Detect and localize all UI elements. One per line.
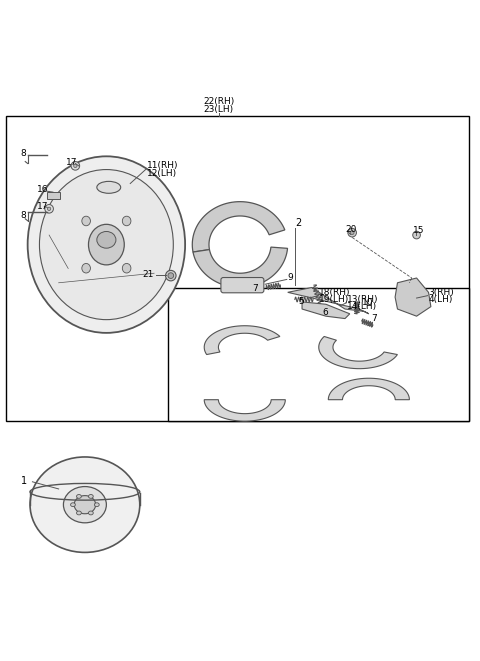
Text: 7: 7 [252, 284, 258, 293]
Ellipse shape [350, 231, 354, 235]
Ellipse shape [122, 264, 131, 273]
Text: 4(LH): 4(LH) [429, 295, 453, 303]
Ellipse shape [28, 156, 185, 333]
Text: 17: 17 [66, 158, 77, 167]
Text: 11(RH): 11(RH) [147, 161, 179, 171]
Bar [168, 288, 469, 421]
Ellipse shape [45, 204, 53, 213]
Polygon shape [319, 336, 397, 369]
Text: 22(RH): 22(RH) [203, 97, 234, 106]
Polygon shape [302, 302, 350, 319]
Polygon shape [204, 400, 285, 421]
Ellipse shape [30, 457, 140, 553]
Ellipse shape [413, 231, 420, 239]
Text: 13(RH): 13(RH) [348, 295, 379, 304]
Ellipse shape [76, 494, 81, 498]
Ellipse shape [95, 503, 99, 506]
Text: 21: 21 [142, 270, 154, 279]
Text: 5: 5 [298, 297, 304, 306]
FancyBboxPatch shape [221, 278, 264, 293]
Ellipse shape [88, 494, 93, 498]
Ellipse shape [348, 228, 357, 237]
Text: 23(LH): 23(LH) [204, 105, 234, 114]
Text: 2: 2 [295, 218, 301, 228]
Text: 10: 10 [362, 298, 373, 307]
Ellipse shape [39, 170, 173, 320]
Polygon shape [328, 378, 409, 400]
Bar [6, 116, 469, 421]
Ellipse shape [168, 273, 174, 278]
Bar [47, 192, 60, 199]
Text: 19(LH): 19(LH) [319, 295, 349, 303]
Ellipse shape [74, 164, 77, 167]
Ellipse shape [63, 486, 107, 523]
Ellipse shape [88, 511, 93, 515]
Text: 8: 8 [21, 212, 26, 221]
Text: 18(RH): 18(RH) [319, 288, 350, 297]
Polygon shape [192, 202, 285, 252]
Ellipse shape [48, 207, 51, 210]
Text: 9: 9 [288, 272, 293, 282]
Ellipse shape [88, 224, 124, 265]
Ellipse shape [71, 161, 80, 170]
Text: 3(RH): 3(RH) [429, 288, 454, 297]
Ellipse shape [74, 496, 96, 514]
Ellipse shape [122, 216, 131, 226]
Text: 8: 8 [21, 149, 26, 159]
Text: 17: 17 [37, 202, 48, 211]
Text: 12(LH): 12(LH) [147, 169, 177, 178]
Ellipse shape [76, 511, 81, 515]
Ellipse shape [97, 181, 120, 193]
Polygon shape [204, 326, 280, 354]
Ellipse shape [82, 216, 90, 226]
Polygon shape [193, 247, 288, 288]
Text: 16: 16 [37, 185, 48, 194]
Ellipse shape [166, 270, 176, 281]
Text: 1: 1 [21, 476, 26, 486]
Text: 7: 7 [371, 313, 377, 323]
Ellipse shape [82, 264, 90, 273]
Polygon shape [395, 278, 431, 316]
Text: 6: 6 [322, 308, 328, 317]
Ellipse shape [71, 503, 75, 506]
Text: 15: 15 [413, 226, 424, 235]
Polygon shape [288, 288, 369, 314]
Text: 14(LH): 14(LH) [348, 301, 377, 311]
Ellipse shape [97, 231, 116, 248]
Text: 20: 20 [345, 225, 356, 234]
